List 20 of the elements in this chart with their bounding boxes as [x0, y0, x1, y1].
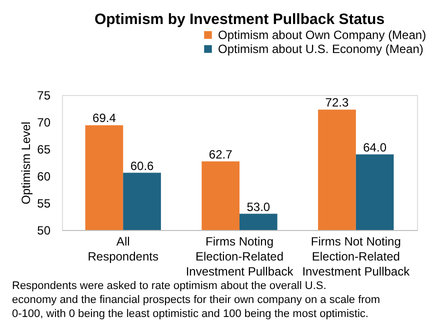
legend-label: Optimism about U.S. Economy (Mean)	[218, 42, 424, 56]
y-tick-label: 75	[37, 88, 51, 102]
data-label: 69.4	[92, 111, 116, 126]
y-tick-label: 50	[37, 224, 51, 238]
y-tick-label: 60	[37, 170, 51, 184]
x-tick-label: Firms Not Noting Election-Related Investment Pullback	[302, 234, 411, 278]
y-tick-label: 65	[37, 142, 51, 156]
data-label: 72.3	[325, 96, 349, 110]
chart-title: Optimism by Investment Pullback Status	[94, 11, 385, 28]
x-tick-label: All Respondents	[88, 234, 158, 264]
y-tick-label: 70	[37, 116, 51, 130]
data-label: 53.0	[246, 200, 270, 214]
text: Respondents were asked to rate optimism about the overall U.S. economy and the financial prospects for their own company on a scale from 0-100, with 0 being the least optimistic and 100 being the most optimistic.	[12, 280, 380, 320]
y-tick-label: 55	[37, 196, 51, 210]
legend-label: Optimism about Own Company (Mean)	[218, 28, 426, 42]
data-label: 60.6	[130, 158, 154, 173]
data-label: 62.7	[208, 147, 233, 162]
x-tick-label: Firms Noting Election-Related Investment Pullback	[186, 234, 294, 278]
data-label: 64.0	[363, 140, 387, 154]
y-axis-title: Optimism Level	[19, 122, 34, 204]
